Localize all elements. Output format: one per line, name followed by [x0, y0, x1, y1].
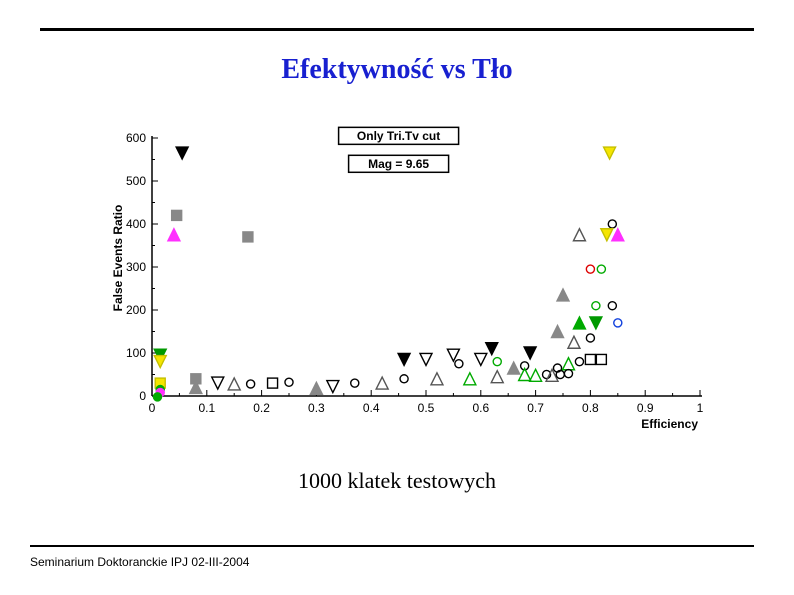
svg-text:1: 1	[697, 401, 704, 415]
scatter-chart: 0 100 200 300 400 500 600 0 0.1 0.2 0.3 0.4 0.5 0.6 0.…	[110, 130, 710, 440]
svg-text:False Events Ratio: False Events Ratio	[111, 205, 125, 312]
svg-text:0.2: 0.2	[253, 401, 270, 415]
svg-text:100: 100	[126, 346, 146, 360]
svg-text:0.8: 0.8	[582, 401, 599, 415]
svg-text:0: 0	[139, 389, 146, 403]
caption: 1000 klatek testowych	[0, 468, 794, 494]
svg-text:0.4: 0.4	[363, 401, 380, 415]
svg-text:0.9: 0.9	[637, 401, 654, 415]
bottom-rule	[30, 545, 754, 547]
svg-text:0.1: 0.1	[198, 401, 215, 415]
svg-text:Mag = 9.65: Mag = 9.65	[368, 157, 429, 171]
svg-text:0.7: 0.7	[527, 401, 544, 415]
svg-text:400: 400	[126, 217, 146, 231]
chart-container: 0 100 200 300 400 500 600 0 0.1 0.2 0.3 0.4 0.5 0.6 0.…	[110, 130, 710, 440]
svg-text:600: 600	[126, 131, 146, 145]
footer-text: Seminarium Doktoranckie IPJ 02-III-2004	[30, 555, 249, 569]
svg-text:0.6: 0.6	[472, 401, 489, 415]
svg-text:Efficiency: Efficiency	[641, 417, 698, 431]
svg-text:Only Tri.Tv cut: Only Tri.Tv cut	[357, 129, 440, 143]
svg-text:200: 200	[126, 303, 146, 317]
svg-text:500: 500	[126, 174, 146, 188]
svg-text:0: 0	[149, 401, 156, 415]
svg-text:0.3: 0.3	[308, 401, 325, 415]
svg-text:300: 300	[126, 260, 146, 274]
page-title: Efektywność vs Tło	[0, 54, 794, 86]
top-rule	[40, 28, 754, 31]
svg-text:0.5: 0.5	[418, 401, 435, 415]
